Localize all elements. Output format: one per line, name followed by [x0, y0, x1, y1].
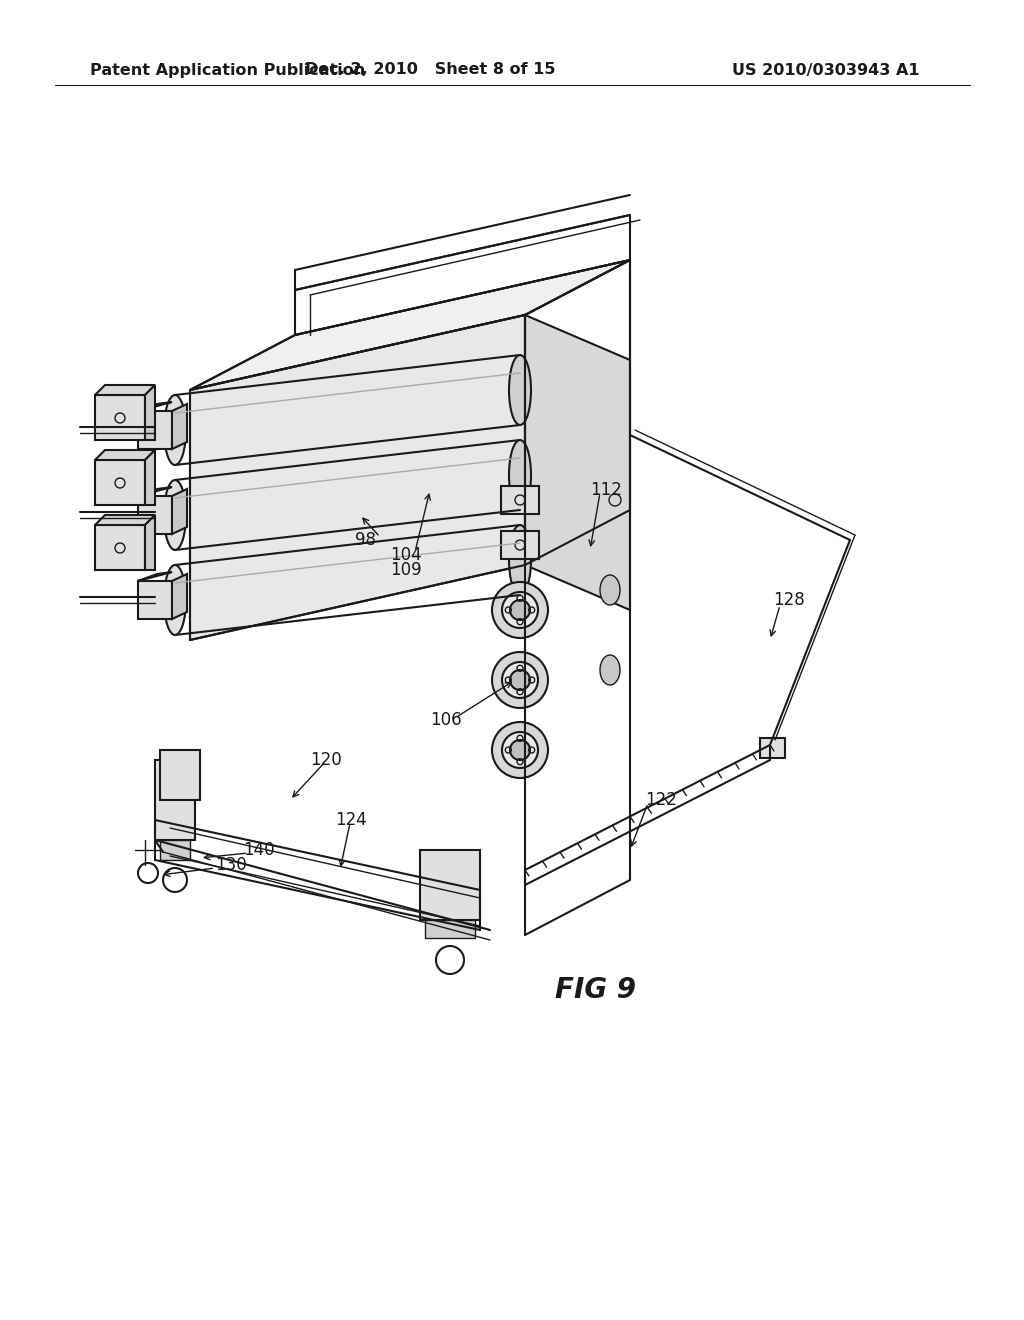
Text: 104: 104 — [390, 546, 422, 564]
Bar — [160, 750, 200, 800]
Text: 128: 128 — [773, 591, 805, 609]
Bar — [95, 525, 145, 570]
Polygon shape — [145, 450, 155, 506]
Polygon shape — [138, 581, 172, 619]
Polygon shape — [172, 404, 187, 449]
Text: 124: 124 — [335, 810, 367, 829]
Text: US 2010/0303943 A1: US 2010/0303943 A1 — [732, 62, 920, 78]
Polygon shape — [172, 574, 187, 619]
Polygon shape — [95, 515, 155, 525]
Text: Dec. 2, 2010   Sheet 8 of 15: Dec. 2, 2010 Sheet 8 of 15 — [305, 62, 555, 78]
Polygon shape — [145, 515, 155, 570]
Bar — [420, 850, 480, 920]
Circle shape — [492, 722, 548, 777]
Polygon shape — [138, 496, 172, 535]
Circle shape — [492, 652, 548, 708]
Bar — [95, 459, 145, 506]
Text: FIG 9: FIG 9 — [555, 975, 636, 1005]
Polygon shape — [525, 315, 630, 610]
Circle shape — [502, 733, 538, 768]
Circle shape — [510, 671, 530, 690]
Bar — [95, 395, 145, 440]
Circle shape — [502, 663, 538, 698]
Circle shape — [510, 741, 530, 760]
Ellipse shape — [509, 355, 531, 425]
Text: 120: 120 — [310, 751, 342, 770]
Bar — [760, 738, 785, 758]
Bar — [160, 840, 190, 861]
Bar — [425, 920, 475, 939]
Polygon shape — [138, 411, 172, 449]
Text: 130: 130 — [215, 855, 247, 874]
Ellipse shape — [600, 655, 620, 685]
Ellipse shape — [164, 565, 186, 635]
Bar — [155, 760, 195, 840]
Ellipse shape — [164, 480, 186, 550]
Text: 106: 106 — [430, 711, 462, 729]
Polygon shape — [138, 572, 172, 581]
Polygon shape — [138, 487, 172, 496]
Ellipse shape — [164, 395, 186, 465]
Polygon shape — [190, 315, 525, 640]
Text: 112: 112 — [590, 480, 622, 499]
Polygon shape — [95, 385, 155, 395]
Text: 109: 109 — [390, 561, 422, 579]
Ellipse shape — [600, 576, 620, 605]
Bar — [501, 531, 539, 558]
Bar — [501, 486, 539, 513]
Polygon shape — [138, 403, 172, 411]
Text: 98: 98 — [355, 531, 376, 549]
Text: Patent Application Publication: Patent Application Publication — [90, 62, 366, 78]
Text: 140: 140 — [243, 841, 274, 859]
Text: 122: 122 — [645, 791, 677, 809]
Ellipse shape — [509, 440, 531, 510]
Circle shape — [510, 601, 530, 620]
Polygon shape — [145, 385, 155, 440]
Polygon shape — [172, 488, 187, 535]
Polygon shape — [190, 260, 630, 389]
Ellipse shape — [509, 525, 531, 595]
Circle shape — [492, 582, 548, 638]
Polygon shape — [95, 450, 155, 459]
Circle shape — [502, 591, 538, 628]
